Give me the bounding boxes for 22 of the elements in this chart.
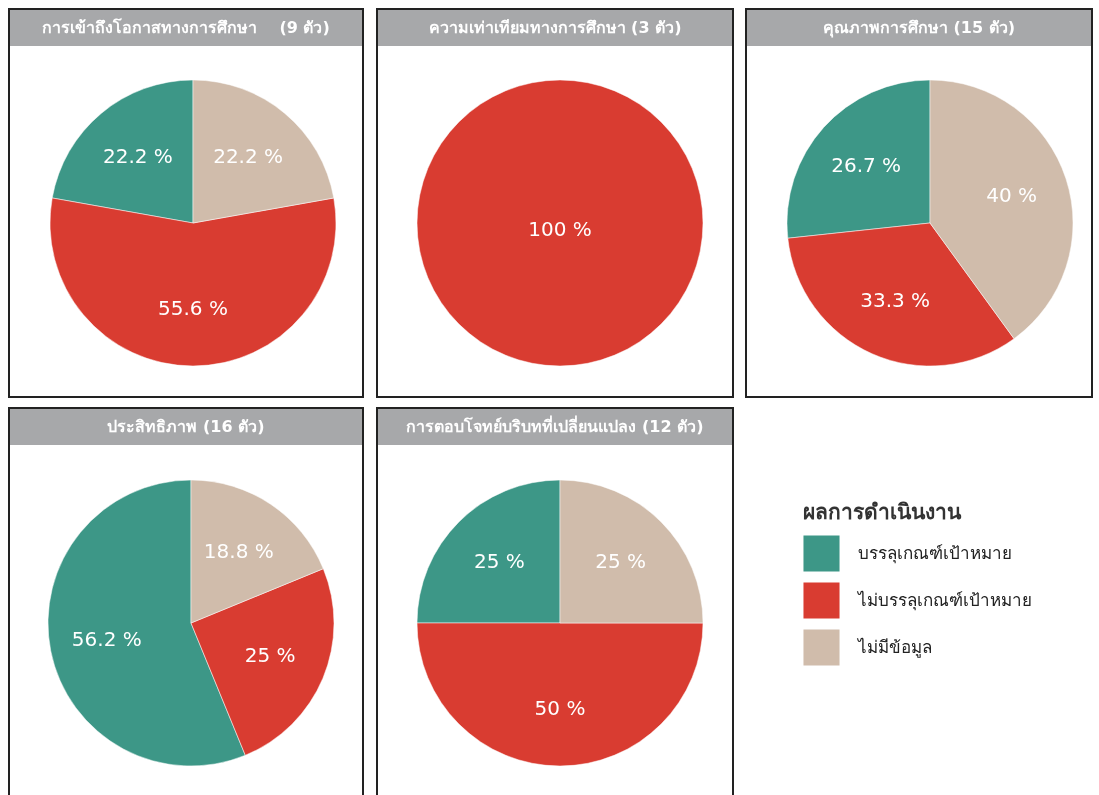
legend-label: ไม่มีข้อมูล xyxy=(856,636,932,658)
data-label: 26.7 % xyxy=(831,152,902,177)
chart-title: คุณภาพการศึกษา (15 ตัว) xyxy=(747,10,1091,46)
data-label: 55.6 % xyxy=(158,295,228,320)
data-label: 22.2 % xyxy=(102,144,173,169)
chart-title: การตอบโจทย์บริบทที่เปลี่ยนแปลง (12 ตัว) xyxy=(378,409,732,445)
data-label: 25 % xyxy=(473,549,525,574)
chart-title: การเข้าถึงโอกาสทางการศึกษา (9 ตัว) xyxy=(10,10,362,46)
data-label: 25 % xyxy=(244,643,296,668)
data-label: 33.3 % xyxy=(860,288,931,313)
legend-label: ไม่บรรลุเกณฑ์เป้าหมาย xyxy=(856,589,1032,611)
data-label: 22.2 % xyxy=(213,144,284,169)
chart-title: ความเท่าเทียมทางการศึกษา (3 ตัว) xyxy=(378,10,732,46)
data-label: 50 % xyxy=(534,695,586,720)
data-label: 56.2 % xyxy=(71,626,142,651)
legend-label: บรรลุเกณฑ์เป้าหมาย xyxy=(858,542,1012,564)
data-label: 40 % xyxy=(986,183,1038,208)
data-label: 100 % xyxy=(528,217,592,242)
legend-title: ผลการดำเนินงาน xyxy=(803,500,962,524)
data-label: 25 % xyxy=(595,549,647,574)
chart-title: ประสิทธิภาพ (16 ตัว) xyxy=(10,409,362,445)
data-label: 18.8 % xyxy=(203,538,274,563)
